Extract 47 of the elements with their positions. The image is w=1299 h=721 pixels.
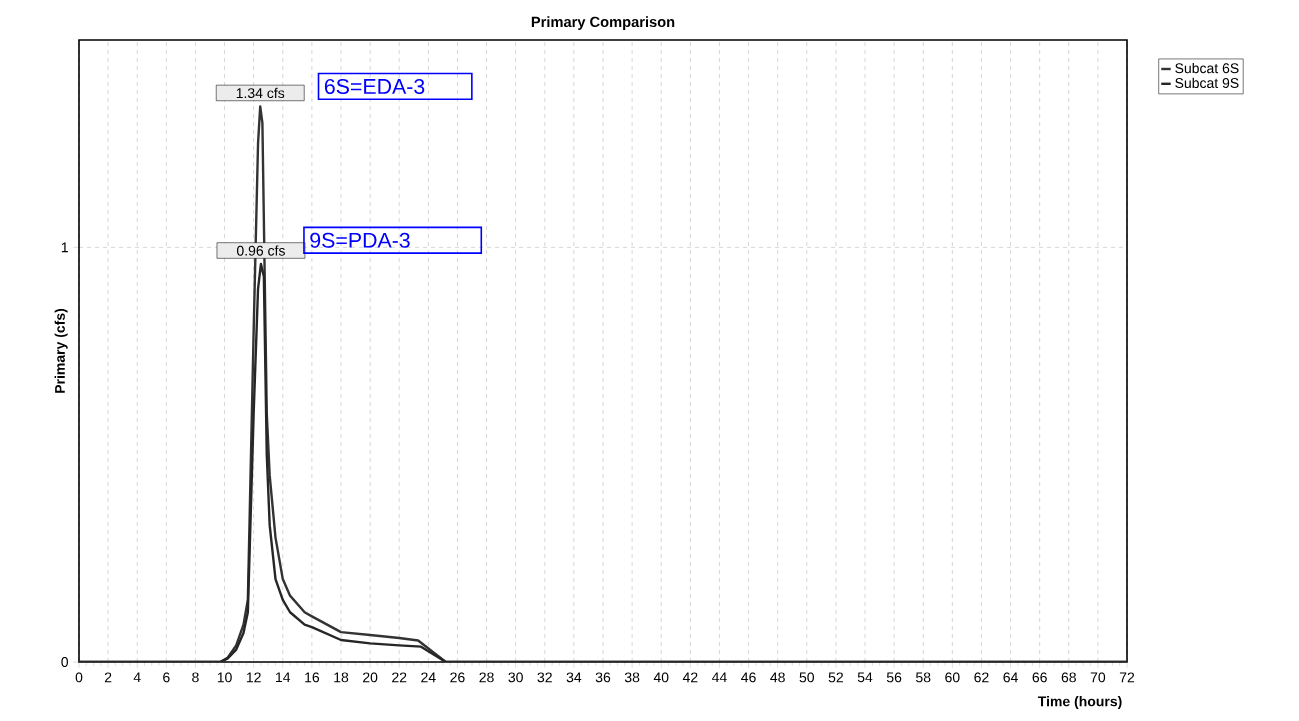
x-tick-label: 28 [479, 672, 494, 683]
legend-label: Subcat 9S [1175, 77, 1239, 89]
annotation: 0.96 cfs [236, 245, 285, 256]
x-tick-label: 22 [392, 672, 407, 683]
x-axis-title: Time (hours) [1037, 696, 1122, 710]
x-tick-label: 36 [595, 672, 611, 683]
x-tick-label: 68 [1061, 672, 1076, 683]
x-tick-label: 12 [246, 672, 261, 683]
x-tick-label: 62 [974, 672, 989, 683]
x-tick-label: 0 [75, 672, 83, 683]
annotation: 9S=PDA-3 [310, 232, 410, 248]
x-tick-label: 64 [1003, 672, 1018, 683]
x-tick-label: 44 [711, 672, 727, 683]
x-tick-label: 54 [857, 672, 873, 683]
x-tick-label: 34 [566, 672, 582, 683]
x-tick-label: 30 [508, 672, 523, 683]
x-tick-label: 10 [217, 672, 232, 683]
annotation: 1.34 cfs [236, 87, 285, 99]
x-tick-label: 66 [1032, 672, 1047, 683]
x-tick-label: 20 [363, 672, 378, 683]
x-tick-label: 4 [133, 672, 141, 683]
x-tick-label: 60 [945, 672, 960, 683]
legend-label: Subcat 6S [1175, 62, 1239, 74]
x-tick-label: 2 [104, 672, 112, 683]
x-tick-label: 8 [192, 672, 199, 683]
x-tick-label: 24 [421, 672, 436, 683]
x-tick-label: 50 [799, 672, 815, 683]
x-tick-label: 56 [886, 672, 902, 683]
x-tick-label: 46 [741, 672, 756, 683]
y-axis-title: Primary (cfs) [54, 308, 68, 393]
x-tick-label: 48 [770, 672, 785, 683]
x-tick-label: 40 [653, 672, 669, 683]
chart-title: Primary Comparison [531, 16, 675, 30]
x-tick-label: 6 [163, 672, 170, 683]
x-tick-label: 38 [624, 672, 640, 683]
x-tick-label: 32 [537, 672, 552, 683]
y-tick-label: 1 [61, 242, 68, 253]
x-tick-label: 14 [276, 672, 291, 683]
x-tick-label: 72 [1119, 672, 1135, 683]
x-tick-label: 70 [1090, 672, 1106, 683]
annotation: 6S=EDA-3 [324, 78, 425, 94]
x-tick-label: 42 [682, 672, 698, 683]
x-tick-label: 16 [305, 672, 320, 683]
x-tick-label: 58 [916, 672, 931, 683]
x-tick-label: 52 [828, 672, 843, 683]
x-tick-label: 26 [450, 672, 465, 683]
x-tick-label: 18 [334, 672, 349, 683]
